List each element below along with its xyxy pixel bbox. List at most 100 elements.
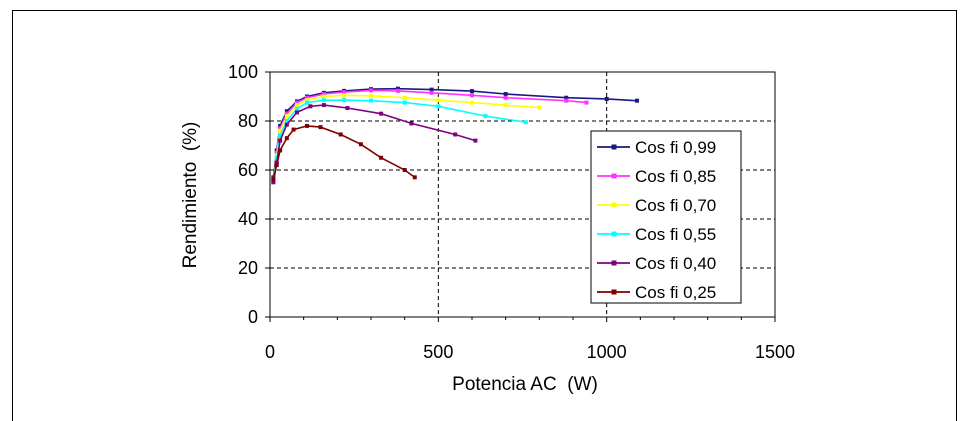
data-point — [564, 98, 569, 103]
legend-swatch-marker — [611, 202, 617, 208]
data-point — [284, 119, 289, 123]
legend-entry: Cos fi 0,25 — [597, 283, 716, 302]
data-point — [284, 114, 289, 119]
x-tick-label: 500 — [423, 342, 453, 362]
data-point — [284, 111, 289, 116]
data-point — [369, 98, 373, 103]
data-point — [294, 103, 299, 108]
legend-swatch-marker — [611, 289, 617, 295]
data-point — [436, 98, 441, 103]
data-point — [470, 100, 474, 105]
data-point — [412, 175, 417, 180]
series-5 — [271, 103, 478, 185]
series-line — [272, 125, 416, 180]
data-point — [470, 93, 474, 98]
y-tick-label: 40 — [238, 209, 258, 229]
data-point — [604, 96, 609, 101]
data-point — [305, 95, 310, 100]
data-point — [278, 126, 283, 131]
x-tick-label: 1000 — [587, 342, 627, 362]
data-point — [503, 95, 508, 100]
data-point — [294, 106, 299, 111]
series-line — [272, 104, 476, 183]
data-point — [379, 155, 384, 160]
legend-label: Cos fi 0,99 — [635, 138, 716, 157]
legend-label: Cos fi 0,25 — [635, 283, 716, 302]
data-point — [284, 136, 289, 141]
y-tick-label: 100 — [228, 62, 258, 82]
data-point — [402, 100, 407, 105]
data-point — [305, 123, 310, 128]
legend-label: Cos fi 0,85 — [635, 167, 716, 186]
data-point — [436, 104, 441, 109]
data-point — [473, 138, 478, 143]
data-point — [291, 127, 296, 132]
legend-swatch-marker — [611, 144, 617, 150]
legend-entry: Cos fi 0,99 — [597, 138, 716, 157]
data-point — [358, 142, 363, 147]
x-tick-label: 1500 — [755, 342, 795, 362]
data-point — [321, 92, 326, 97]
data-point — [342, 93, 347, 98]
data-point — [294, 100, 299, 105]
data-point — [584, 100, 589, 105]
data-point — [284, 122, 289, 127]
data-point — [278, 133, 283, 138]
data-point — [318, 125, 323, 130]
y-axis-label: Rendimiento (%) — [180, 122, 201, 269]
data-point — [342, 98, 347, 103]
data-point — [395, 88, 400, 93]
data-point — [379, 111, 384, 116]
y-tick-label: 80 — [238, 111, 258, 131]
legend-swatch-marker — [611, 231, 617, 237]
data-point — [271, 177, 276, 182]
legend: Cos fi 0,99 Cos fi 0,85 Cos fi 0,70 Cos fi … — [590, 130, 742, 304]
data-point — [395, 86, 400, 91]
data-point — [503, 92, 508, 97]
legend-label: Cos fi 0,70 — [635, 196, 716, 215]
legend-swatch-marker — [611, 260, 617, 266]
data-point — [321, 103, 326, 108]
data-point — [294, 110, 299, 115]
legend-label: Cos fi 0,40 — [635, 254, 716, 273]
data-point — [537, 105, 542, 110]
legend-label: Cos fi 0,55 — [635, 225, 716, 244]
y-tick-label: 60 — [238, 160, 258, 180]
series-6 — [271, 123, 417, 182]
y-tick-label: 20 — [238, 258, 258, 278]
data-point — [402, 95, 407, 100]
legend-entry: Cos fi 0,85 — [597, 167, 716, 186]
data-point — [278, 138, 283, 143]
data-point — [402, 168, 407, 172]
legend-entry: Cos fi 0,70 — [597, 196, 716, 215]
data-point — [305, 100, 310, 105]
series-line — [272, 94, 540, 183]
data-point — [321, 98, 326, 103]
series-layer — [271, 86, 639, 185]
data-point — [274, 163, 279, 168]
y-tick-label: 0 — [248, 307, 258, 327]
series-line — [272, 87, 638, 178]
data-point — [429, 90, 434, 95]
data-point — [453, 132, 458, 137]
data-point — [483, 114, 488, 119]
data-point — [338, 132, 343, 137]
data-point — [342, 90, 347, 95]
data-point — [429, 87, 434, 92]
data-point — [523, 120, 528, 125]
series-3 — [271, 93, 542, 185]
data-point — [369, 88, 373, 93]
data-point — [308, 104, 313, 109]
data-point — [634, 98, 639, 103]
legend-box — [590, 130, 742, 304]
data-point — [305, 98, 310, 103]
data-point — [345, 106, 350, 111]
page-border — [12, 10, 957, 421]
data-point — [503, 103, 508, 108]
data-point — [564, 95, 569, 100]
data-point — [470, 89, 474, 94]
legend-swatch-marker — [611, 173, 617, 179]
legend-entry: Cos fi 0,40 — [597, 254, 716, 273]
data-point — [278, 123, 283, 128]
